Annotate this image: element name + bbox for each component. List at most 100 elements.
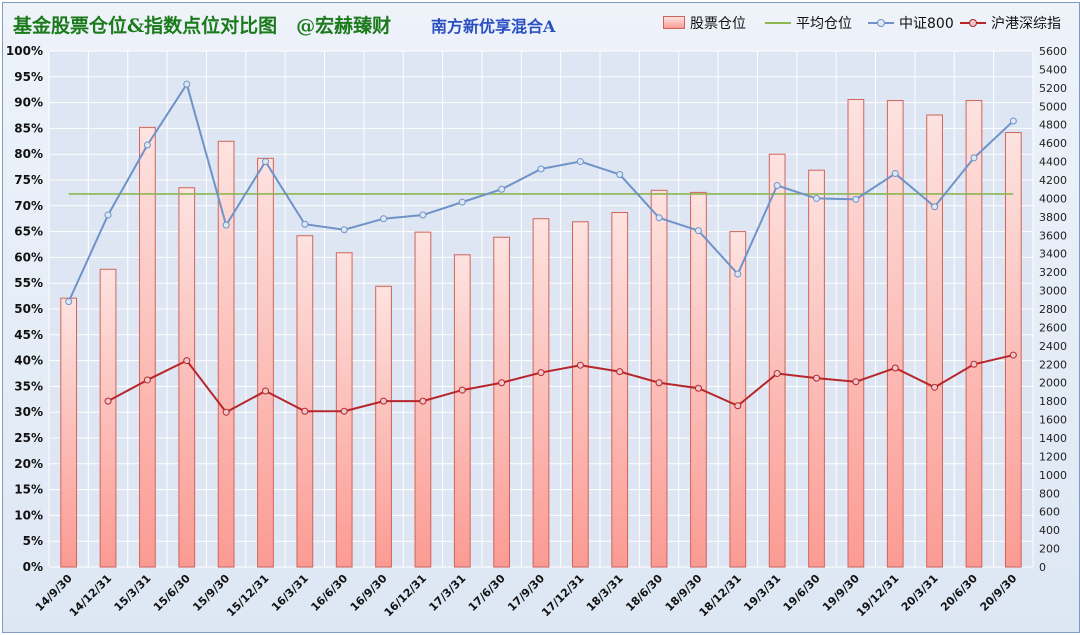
left-tick-label: 45% (14, 328, 43, 342)
legend-position-label: 股票仓位 (690, 16, 746, 32)
csi800-point (813, 194, 821, 202)
left-tick-label: 90% (14, 96, 43, 110)
chart-title: 基金股票仓位&指数点位对比图 @宏赫臻财 (13, 15, 392, 37)
right-tick-label: 2400 (1039, 340, 1067, 353)
legend-position: 股票仓位 (663, 13, 746, 33)
bar (296, 235, 314, 568)
csi800-point (576, 158, 584, 166)
bar (690, 191, 707, 568)
bar (99, 268, 117, 568)
csi800-point (694, 227, 702, 235)
x-tick-label: 15/3/31 (112, 572, 154, 614)
right-tick-label: 3200 (1039, 266, 1067, 279)
left-tick-label: 95% (14, 70, 43, 84)
bar (375, 285, 392, 568)
csi800-point (183, 80, 191, 88)
x-tick-label: 19/12/31 (854, 572, 901, 619)
index-point (891, 364, 899, 372)
index-point (852, 378, 860, 386)
left-tick-label: 35% (14, 379, 43, 393)
right-tick-label: 1400 (1039, 432, 1067, 445)
bar (965, 100, 983, 568)
right-tick-label: 3000 (1039, 285, 1067, 298)
x-tick-label: 17/6/30 (466, 572, 508, 614)
csi800-point (143, 141, 151, 149)
right-tick-label: 0 (1039, 561, 1046, 574)
right-tick-label: 800 (1039, 487, 1060, 500)
right-tick-label: 2800 (1039, 303, 1067, 316)
x-tick-label: 14/12/31 (67, 572, 114, 619)
csi800-point (104, 211, 112, 219)
index-point (340, 407, 348, 415)
index-point (1009, 351, 1017, 359)
left-tick-label: 15% (14, 483, 43, 497)
legend-swatch-avg (765, 22, 791, 24)
x-tick-label: 20/9/30 (978, 572, 1020, 614)
right-tick-label: 1000 (1039, 469, 1067, 482)
index-point (261, 387, 269, 395)
legend-swatch-index (960, 19, 986, 27)
index-point (104, 397, 112, 405)
index-point (301, 407, 309, 415)
index-point (458, 386, 466, 394)
index-point (419, 397, 427, 405)
csi800-point (537, 165, 545, 173)
index-point (576, 361, 584, 369)
csi800-point (931, 203, 939, 211)
x-tick-label: 17/3/31 (426, 572, 468, 614)
index-point (970, 360, 978, 368)
right-tick-label: 3800 (1039, 211, 1067, 224)
left-tick-label: 85% (14, 121, 43, 135)
right-tick-label: 1800 (1039, 395, 1067, 408)
bar (493, 236, 511, 568)
legend-csi800: 中证800 (868, 13, 954, 33)
right-tick-label: 5400 (1039, 63, 1067, 76)
legend-avg: 平均仓位 (765, 13, 852, 33)
x-tick-label: 17/12/31 (539, 572, 586, 619)
bar (650, 189, 668, 568)
right-tick-label: 200 (1039, 543, 1060, 556)
legend-csi800-label: 中证800 (899, 16, 954, 32)
left-tick-label: 5% (23, 534, 43, 548)
csi800-point (852, 195, 860, 203)
left-tick-label: 65% (14, 225, 43, 239)
bar (926, 114, 943, 568)
bar (808, 169, 825, 568)
csi800-point (616, 170, 624, 178)
x-tick-label: 15/12/31 (224, 572, 271, 619)
left-tick-label: 40% (14, 354, 43, 368)
right-tick-label: 4000 (1039, 192, 1067, 205)
bar (453, 254, 471, 568)
fund-name: 南方新优享混合A (431, 17, 556, 36)
bar (571, 221, 589, 568)
legend-swatch-csi800 (868, 19, 894, 27)
left-tick-label: 20% (14, 457, 43, 471)
bar (847, 99, 865, 568)
csi800-point (222, 221, 230, 229)
index-point (734, 402, 742, 410)
csi800-point (498, 185, 506, 193)
index-point (222, 408, 230, 416)
right-tick-label: 5600 (1039, 45, 1067, 58)
right-tick-label: 2200 (1039, 358, 1067, 371)
csi800-point (458, 198, 466, 206)
left-tick-label: 70% (14, 199, 43, 213)
left-tick-label: 30% (14, 405, 43, 419)
right-tick-label: 1200 (1039, 450, 1067, 463)
index-point (183, 357, 191, 365)
right-tick-label: 4400 (1039, 156, 1067, 169)
csi800-point (419, 211, 427, 219)
index-point (655, 379, 663, 387)
right-tick-label: 4600 (1039, 137, 1067, 150)
bar (886, 100, 904, 568)
left-tick-label: 50% (14, 302, 43, 316)
left-tick-label: 55% (14, 276, 43, 290)
bar (768, 153, 786, 568)
legend-index-label: 沪港深综指 (991, 16, 1061, 32)
index-point (498, 379, 506, 387)
x-tick-label: 15/6/30 (151, 572, 193, 614)
csi800-point (773, 182, 781, 190)
x-tick-label: 18/6/30 (623, 572, 665, 614)
index-point (380, 397, 388, 405)
left-tick-label: 100% (6, 44, 43, 58)
